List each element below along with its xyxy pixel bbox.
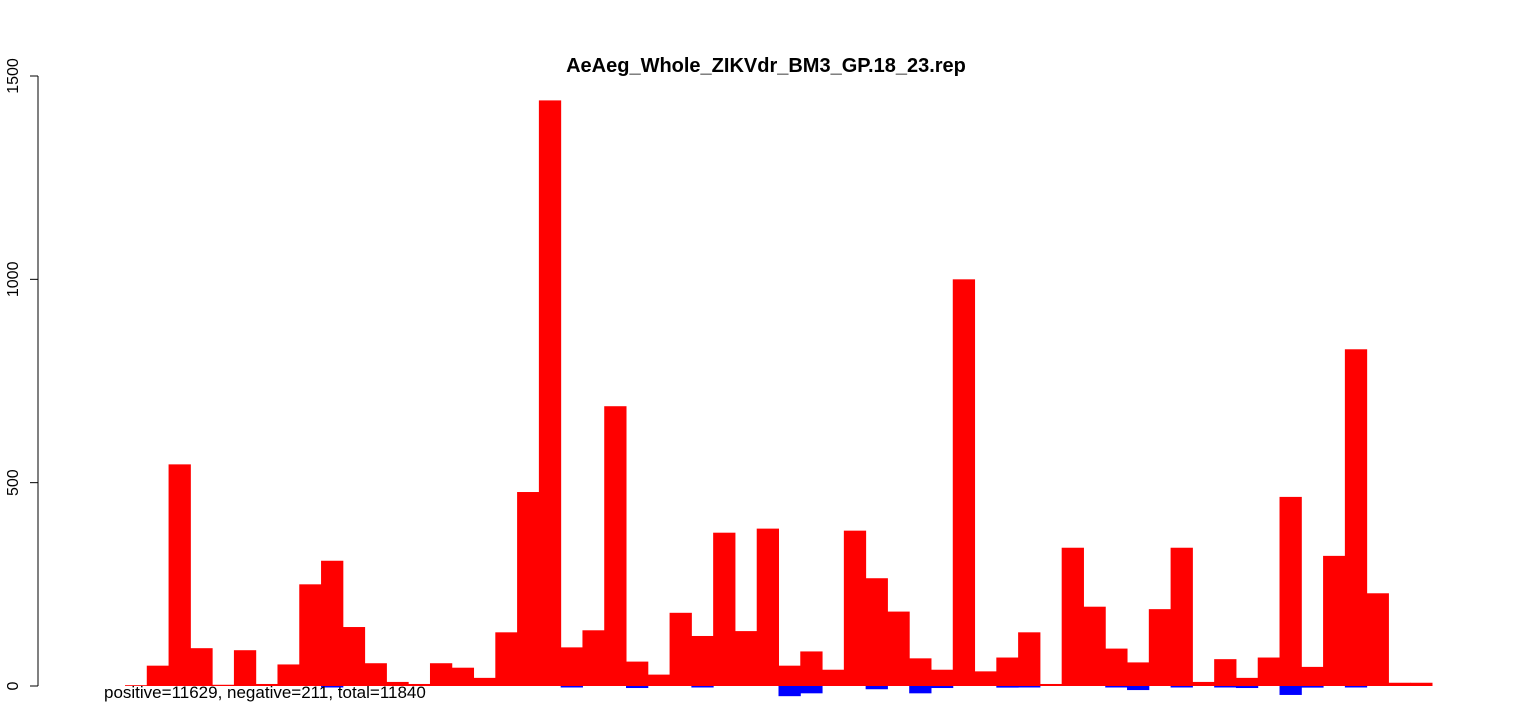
- positive-bar-46: [1127, 662, 1150, 686]
- positive-bar-53: [1279, 496, 1302, 686]
- positive-bar-59: [1410, 682, 1433, 686]
- positive-bar-10: [342, 627, 366, 686]
- negative-bar-50: [1214, 686, 1237, 688]
- negative-bar-26: [691, 686, 714, 688]
- negative-bar-53: [1279, 686, 1302, 695]
- positive-bar-58: [1388, 682, 1411, 686]
- positive-bar-0: [125, 685, 148, 686]
- positive-bar-34: [865, 578, 888, 686]
- negative-bar-30: [778, 686, 801, 697]
- y-tick-label-1500: 1500: [5, 58, 22, 94]
- positive-bar-14: [429, 663, 453, 686]
- positive-bar-16: [473, 677, 496, 686]
- positive-bar-31: [800, 651, 823, 686]
- positive-bar-42: [1039, 683, 1063, 686]
- positive-bar-12: [386, 681, 409, 686]
- y-tick-label-500: 500: [5, 469, 22, 496]
- positive-bar-23: [626, 661, 649, 686]
- positive-bar-25: [669, 612, 692, 686]
- positive-bar-5: [233, 650, 257, 686]
- positive-bar-50: [1214, 659, 1237, 686]
- positive-bar-38: [952, 279, 976, 686]
- positive-bar-33: [843, 530, 867, 686]
- chart-title: AeAeg_Whole_ZIKVdr_BM3_GP.18_23.rep: [566, 55, 966, 77]
- positive-bar-30: [778, 665, 801, 686]
- bars-group: [125, 100, 1433, 697]
- positive-bar-8: [299, 584, 322, 686]
- positive-bar-6: [255, 683, 278, 686]
- positive-bar-21: [582, 630, 605, 686]
- positive-bar-54: [1301, 666, 1324, 686]
- positive-bar-51: [1235, 677, 1259, 686]
- positive-bar-2: [168, 464, 191, 686]
- positive-bar-47: [1148, 609, 1172, 686]
- positive-bar-24: [647, 674, 671, 686]
- y-tick-label-0: 0: [5, 681, 22, 690]
- y-tick-label-1000: 1000: [5, 261, 22, 297]
- negative-bar-45: [1105, 686, 1128, 688]
- negative-bar-23: [626, 686, 649, 689]
- positive-bar-43: [1061, 547, 1084, 686]
- negative-bar-48: [1170, 686, 1193, 688]
- negative-bar-40: [996, 686, 1019, 688]
- positive-bar-3: [190, 648, 213, 686]
- negative-bar-34: [865, 686, 888, 690]
- positive-bar-29: [756, 528, 779, 686]
- positive-bar-17: [495, 632, 518, 686]
- positive-bar-11: [364, 663, 387, 686]
- positive-bar-49: [1192, 681, 1215, 686]
- positive-bar-48: [1170, 547, 1193, 686]
- positive-bar-44: [1083, 606, 1106, 686]
- positive-bar-45: [1105, 648, 1128, 686]
- positive-bar-4: [212, 684, 235, 686]
- positive-bar-55: [1323, 555, 1346, 686]
- positive-bar-20: [560, 647, 583, 686]
- positive-bar-15: [451, 667, 475, 686]
- negative-bar-20: [560, 686, 583, 688]
- positive-bar-39: [974, 671, 997, 686]
- positive-bar-36: [909, 658, 932, 686]
- positive-bar-35: [887, 611, 910, 686]
- positive-bar-28: [734, 631, 758, 686]
- negative-bar-51: [1235, 686, 1259, 689]
- negative-bar-54: [1301, 686, 1324, 688]
- positive-bar-13: [408, 683, 431, 686]
- positive-bar-40: [996, 657, 1019, 686]
- negative-bar-41: [1018, 686, 1041, 688]
- negative-bar-56: [1344, 686, 1368, 688]
- negative-bar-31: [800, 686, 823, 694]
- y-axis: 0 500 1000 1500: [5, 58, 39, 690]
- positive-bar-1: [146, 665, 170, 686]
- positive-bar-37: [930, 669, 954, 686]
- positive-bar-19: [538, 100, 562, 686]
- positive-bar-26: [691, 635, 714, 686]
- positive-bar-7: [277, 664, 300, 686]
- summary-counts: positive=11629, negative=211, total=1184…: [104, 683, 426, 702]
- positive-bar-32: [822, 669, 845, 686]
- negative-bar-37: [930, 686, 954, 689]
- positive-bar-56: [1344, 349, 1368, 686]
- positive-bar-57: [1366, 593, 1389, 686]
- positive-bar-9: [321, 560, 344, 686]
- positive-bar-52: [1257, 657, 1281, 686]
- negative-bar-9: [321, 686, 344, 688]
- positive-bar-41: [1018, 632, 1041, 686]
- positive-bar-22: [604, 406, 627, 686]
- negative-bar-36: [909, 686, 932, 694]
- positive-bar-18: [517, 492, 540, 686]
- positive-bar-27: [713, 532, 736, 686]
- negative-bar-46: [1127, 686, 1150, 691]
